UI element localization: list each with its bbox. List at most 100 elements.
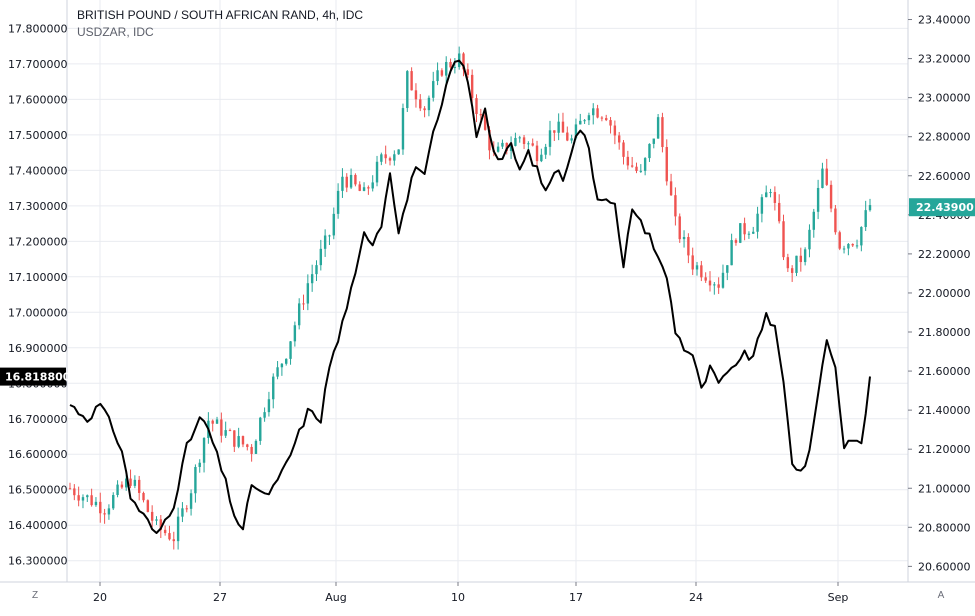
candle-up [760, 197, 764, 214]
candle-up [86, 495, 89, 498]
right-tick-label: 22.60000 [918, 170, 971, 183]
gbpzar-candles [68, 46, 872, 550]
candle-down [414, 90, 418, 100]
candle-down [786, 257, 790, 269]
candle-down [129, 478, 132, 486]
candle-down [605, 118, 608, 121]
candle-down [691, 255, 694, 270]
candle-down [851, 244, 854, 246]
compare-symbol-label: USDZAR, IDC [77, 25, 154, 39]
candle-down [479, 114, 483, 116]
candle-down [168, 533, 171, 540]
candle-up [81, 497, 85, 501]
candle-up [682, 236, 686, 240]
candle-down [674, 195, 677, 217]
candle-up [860, 227, 863, 246]
candle-down [150, 511, 154, 521]
candle-up [730, 240, 733, 266]
candle-up [765, 192, 768, 198]
candle-up [652, 138, 655, 144]
candle-up [285, 358, 288, 364]
candle-up [756, 213, 759, 232]
usdzar-line-series [69, 59, 871, 534]
candle-up [362, 187, 366, 191]
left-tick-label: 17.700000 [8, 58, 68, 71]
candle-down [708, 280, 712, 286]
candle-up [319, 248, 323, 266]
candle-down [345, 176, 348, 188]
candle-up [795, 255, 798, 273]
candle-down [566, 132, 569, 141]
candle-up [401, 108, 405, 150]
right-tick-label: 22.00000 [918, 287, 971, 300]
candle-down [630, 165, 634, 167]
candle-down [600, 117, 604, 119]
candle-down [782, 221, 785, 258]
candle-up [380, 154, 383, 162]
candle-up [548, 130, 552, 147]
candle-up [453, 67, 457, 69]
candle-up [855, 245, 859, 247]
candle-down [241, 436, 245, 445]
right-tick-label: 21.80000 [918, 326, 971, 339]
usdzar-last-price-label: 16.818800 [0, 367, 71, 386]
candle-up [847, 244, 850, 249]
candle-down [220, 419, 223, 436]
candle-up [94, 501, 98, 506]
zoom-toggle-button[interactable]: Z [31, 590, 39, 601]
candle-up [752, 231, 755, 234]
candle-up [133, 479, 137, 486]
candle-up [816, 187, 820, 212]
candle-down [777, 202, 781, 222]
right-tick-label: 20.60000 [918, 560, 971, 573]
candle-down [622, 142, 625, 157]
candle-up [868, 205, 872, 211]
right-tick-label: 21.20000 [918, 443, 971, 456]
candle-down [103, 513, 106, 515]
last-price-text: 22.43900 [916, 201, 974, 214]
legend-block: BRITISH POUND / SOUTH AFRICAN RAND, 4h, … [77, 7, 363, 41]
left-tick-label: 17.000000 [8, 306, 68, 319]
candle-up [648, 143, 651, 159]
candle-down [367, 187, 370, 189]
candle-down [90, 495, 93, 506]
candle-up [371, 182, 374, 189]
candle-down [449, 61, 452, 68]
candle-up [349, 174, 353, 188]
chart-title: BRITISH POUND / SOUTH AFRICAN RAND, 4h, … [77, 8, 364, 22]
x-tick-label: 10 [451, 591, 465, 604]
left-tick-label: 16.900000 [8, 342, 68, 355]
time-axis: 20 27 Aug 10 17 24 Sep [93, 582, 848, 604]
candle-up [739, 223, 742, 243]
candle-down [687, 236, 690, 256]
candle-down [470, 74, 474, 99]
left-tick-label: 17.300000 [8, 200, 68, 213]
grid [67, 0, 908, 582]
left-tick-label: 16.700000 [8, 413, 68, 426]
candle-up [544, 146, 547, 155]
candle-up [592, 108, 595, 116]
x-tick-label: 24 [689, 591, 703, 604]
candle-up [306, 283, 310, 304]
candle-up [254, 440, 258, 454]
candle-down [440, 70, 444, 76]
candle-up [643, 158, 647, 171]
candle-up [259, 417, 262, 441]
candle-up [289, 341, 292, 359]
candle-up [864, 210, 867, 228]
right-tick-label: 21.00000 [918, 482, 971, 495]
candle-up [267, 399, 271, 413]
auto-scale-button[interactable]: A [937, 590, 945, 601]
candle-down [626, 156, 630, 166]
candle-down [505, 142, 508, 151]
candle-down [734, 240, 738, 243]
candle-down [743, 223, 746, 235]
candle-up [445, 61, 448, 76]
candle-down [617, 135, 621, 143]
right-tick-label: 22.20000 [918, 248, 971, 261]
candle-up [432, 81, 435, 98]
candle-up [323, 235, 327, 249]
candle-down [531, 143, 534, 146]
